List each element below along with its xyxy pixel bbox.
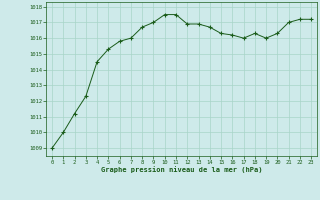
X-axis label: Graphe pression niveau de la mer (hPa): Graphe pression niveau de la mer (hPa) [101, 167, 262, 173]
